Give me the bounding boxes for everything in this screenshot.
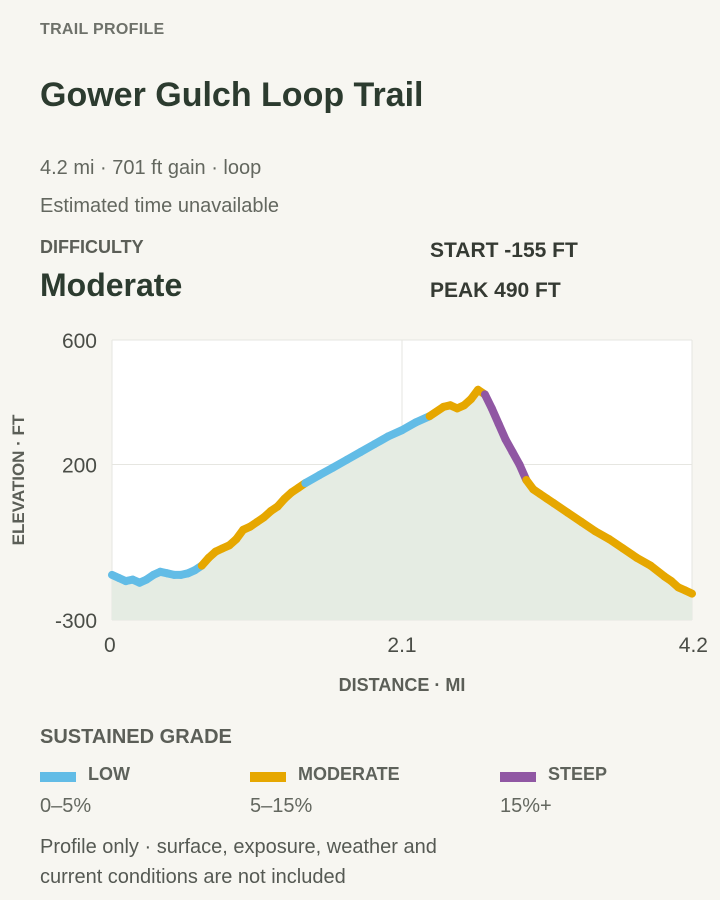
elevation-chart: 600 200 -300 0 2.1 4.2 DISTANCE · MI ELEVATIO… <box>9 330 708 695</box>
elevation-area <box>112 389 692 620</box>
x-tick-label: 2.1 <box>387 634 416 657</box>
y-tick-label: 200 <box>62 454 97 477</box>
legend-name-moderate: MODERATE <box>298 764 400 784</box>
y-tick-label: 600 <box>62 330 97 353</box>
y-axis-label: ELEVATION · FT <box>9 414 28 545</box>
y-tick-label: -300 <box>55 610 97 633</box>
x-tick-label: 0 <box>104 634 116 657</box>
legend-swatch-moderate <box>250 772 286 782</box>
legend-range-low: 0–5% <box>40 795 92 817</box>
legend-swatch-low <box>40 772 76 782</box>
profile-footnote: Profile only · surface, exposure, weathe… <box>40 836 437 888</box>
x-axis-label: DISTANCE · MI <box>339 675 466 695</box>
difficulty-value: Moderate <box>40 267 183 303</box>
legend-name-low: LOW <box>88 764 130 784</box>
trail-title: Gower Gulch Loop Trail <box>40 76 424 114</box>
legend-range-moderate: 5–15% <box>250 795 313 817</box>
peak-elevation: PEAK 490 FT <box>430 279 561 302</box>
section-eyebrow: TRAIL PROFILE <box>40 21 165 38</box>
legend-title: SUSTAINED GRADE <box>40 726 232 748</box>
difficulty-label: DIFFICULTY <box>40 237 144 257</box>
chart-area <box>112 389 692 620</box>
legend-name-steep: STEEP <box>548 764 608 784</box>
legend-swatch-steep <box>500 772 536 782</box>
chart-ticks: 600 200 -300 0 2.1 4.2 <box>55 330 708 657</box>
x-tick-label: 4.2 <box>679 634 708 657</box>
trail-stats: 4.2 mi · 701 ft gain · loop <box>40 157 262 179</box>
profile-segment-moderate <box>681 586 696 598</box>
legend-range-steep: 15%+ <box>500 795 552 817</box>
time-note: Estimated time unavailable <box>40 195 280 217</box>
start-elevation: START -155 FT <box>430 239 578 262</box>
chart-line <box>108 385 696 598</box>
